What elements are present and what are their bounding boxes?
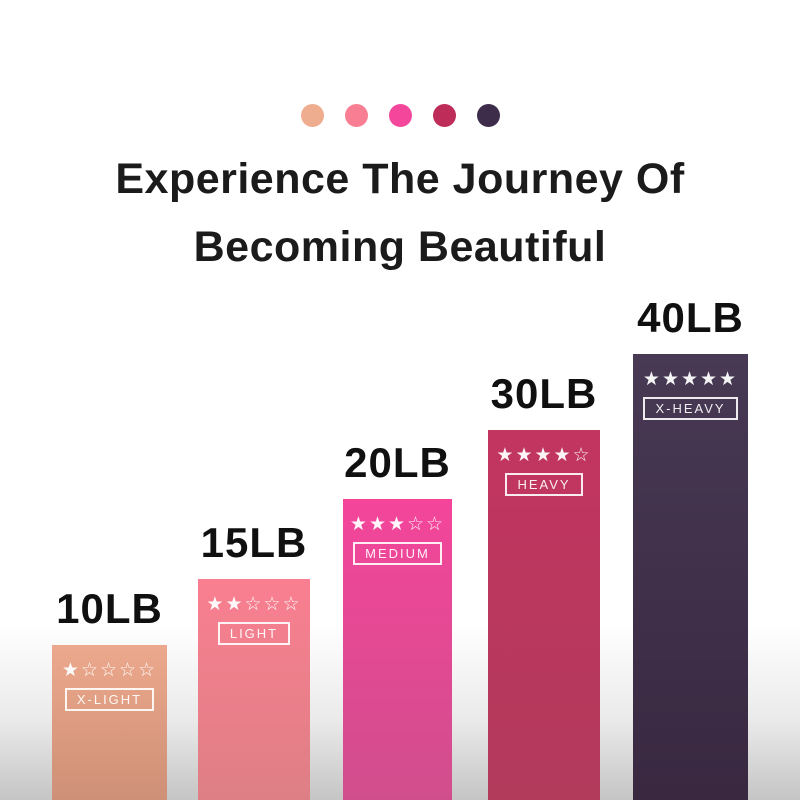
bar-20lb: ★★★☆☆ MEDIUM [343, 499, 452, 800]
level-label-box: X-LIGHT [64, 688, 155, 711]
palette-dot-xlight [300, 104, 324, 127]
title-line-2: Becoming Beautiful [193, 223, 607, 271]
star-rating: ★★☆☆☆ [206, 594, 302, 615]
bar-30lb: ★★★★☆ HEAVY [488, 430, 600, 800]
bar-10lb: ★☆☆☆☆ X-LIGHT [52, 645, 167, 800]
level-label: X-HEAVY [655, 401, 726, 416]
bar-group-30lb: 30LB ★★★★☆ HEAVY [488, 370, 600, 800]
title-line-1: Experience The Journey Of [115, 155, 685, 203]
palette-dot-heavy [432, 104, 456, 127]
bar-group-20lb: 20LB ★★★☆☆ MEDIUM [343, 439, 452, 800]
level-label-box: LIGHT [217, 622, 291, 645]
level-label-box: MEDIUM [353, 542, 442, 565]
star-rating: ★★★☆☆ [349, 514, 446, 535]
palette-dot-xheavy [476, 104, 500, 127]
bar-value-label: 20LB [344, 439, 451, 486]
bar-group-10lb: 10LB ★☆☆☆☆ X-LIGHT [52, 585, 167, 800]
level-label-box: X-HEAVY [643, 397, 738, 420]
star-rating: ★★★★☆ [496, 445, 592, 466]
level-label: LIGHT [229, 626, 279, 641]
level-label: X-LIGHT [76, 692, 143, 707]
bar-value-label: 40LB [637, 294, 744, 341]
palette-dot-medium [388, 104, 412, 127]
bar-value-label: 15LB [200, 519, 308, 566]
color-palette-dots [0, 104, 800, 127]
bar-group-40lb: 40LB ★★★★★ X-HEAVY [633, 294, 748, 800]
star-rating: ★☆☆☆☆ [61, 660, 158, 681]
level-label-box: HEAVY [505, 473, 583, 496]
bar-group-15lb: 15LB ★★☆☆☆ LIGHT [198, 519, 310, 800]
page-title: Experience The Journey Of Becoming Beaut… [0, 145, 800, 281]
level-label: MEDIUM [365, 546, 430, 561]
bar-15lb: ★★☆☆☆ LIGHT [198, 579, 310, 800]
bar-value-label: 10LB [56, 585, 163, 632]
level-label: HEAVY [517, 477, 571, 492]
bar-40lb: ★★★★★ X-HEAVY [633, 354, 748, 800]
star-rating: ★★★★★ [642, 369, 739, 390]
palette-dot-light [344, 104, 368, 127]
bar-value-label: 30LB [490, 370, 598, 417]
